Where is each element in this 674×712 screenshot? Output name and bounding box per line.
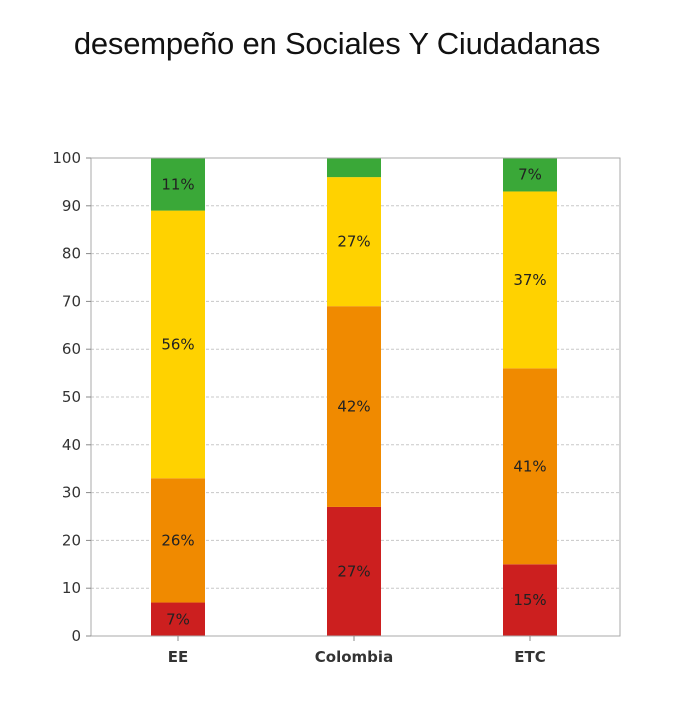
y-tick-label: 50 <box>62 388 81 406</box>
y-tick-label: 100 <box>52 149 81 167</box>
bar-segment <box>151 158 205 211</box>
y-tick-label: 90 <box>62 197 81 215</box>
x-tick-label: Colombia <box>315 648 393 666</box>
bar-segment <box>503 191 557 369</box>
y-tick-label: 40 <box>62 436 81 454</box>
x-tick-label: EE <box>168 648 189 666</box>
data-label: 26% <box>161 531 194 549</box>
data-label: 37% <box>513 271 546 289</box>
bar-segment <box>327 306 381 507</box>
y-tick-label: 30 <box>62 484 81 502</box>
y-tick-label: 0 <box>71 627 81 645</box>
data-label: 27% <box>337 233 370 251</box>
data-label: 42% <box>337 398 370 416</box>
data-label: 7% <box>518 166 542 184</box>
data-label: 41% <box>513 457 546 475</box>
bar-segment <box>151 210 205 479</box>
bar-segment <box>327 177 381 307</box>
y-tick-label: 10 <box>62 579 81 597</box>
data-label: 27% <box>337 562 370 580</box>
bar-segment <box>151 478 205 603</box>
bar-segment <box>503 564 557 636</box>
y-tick-label: 60 <box>62 340 81 358</box>
data-label: 11% <box>161 175 194 193</box>
bar-segment <box>327 506 381 636</box>
y-tick-label: 80 <box>62 245 81 263</box>
bar-segment <box>503 368 557 565</box>
bar-segment <box>503 158 557 192</box>
x-tick-label: ETC <box>514 648 546 666</box>
data-label: 15% <box>513 591 546 609</box>
y-tick-label: 20 <box>62 531 81 549</box>
data-label: 56% <box>161 335 194 353</box>
data-label: 7% <box>166 610 190 628</box>
bar-segment <box>151 602 205 636</box>
y-tick-label: 70 <box>62 292 81 310</box>
chart-title: desempeño en Sociales Y Ciudadanas <box>73 26 601 61</box>
bar-segment <box>327 158 381 178</box>
